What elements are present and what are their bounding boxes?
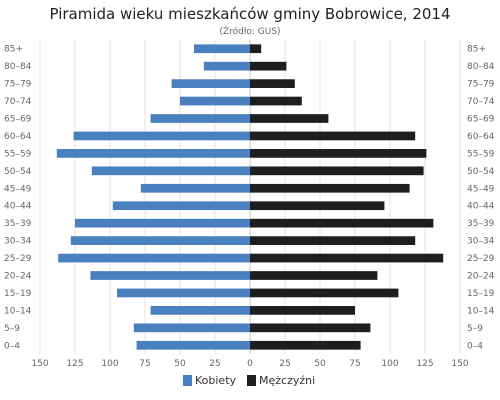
legend-label-female: Kobiety	[195, 374, 237, 387]
category-label-right: 10–14	[467, 306, 495, 316]
category-label-left: 10–14	[4, 306, 32, 316]
bar-female	[140, 183, 250, 193]
bar-male	[250, 253, 444, 263]
bar-female	[90, 271, 251, 280]
bar-male	[250, 114, 329, 123]
category-label-right: 75–79	[467, 80, 495, 90]
chart-subtitle: (Źródło: GUS)	[219, 25, 280, 37]
x-tick-label: 100	[381, 359, 398, 369]
bar-female	[150, 306, 250, 315]
bar-male	[250, 131, 416, 141]
x-tick-label: 25	[209, 359, 220, 369]
category-label-right: 15–19	[467, 289, 495, 299]
category-label-left: 60–64	[4, 132, 32, 142]
bar-male	[250, 218, 434, 228]
category-label-right: 60–64	[467, 132, 495, 142]
bar-male	[250, 306, 355, 315]
bar-male	[250, 149, 427, 158]
legend-swatch-female	[183, 375, 192, 386]
category-label-right: 50–54	[467, 167, 495, 177]
bar-male	[250, 236, 416, 245]
x-tick-label: 125	[66, 359, 83, 369]
category-label-left: 20–24	[4, 272, 32, 282]
bar-female	[112, 201, 250, 211]
bars-layer	[56, 44, 444, 350]
x-tick-label: 0	[247, 359, 253, 369]
category-label-right: 35–39	[467, 219, 495, 229]
bar-male	[250, 44, 262, 54]
x-tick-label: 150	[31, 359, 48, 369]
bar-female	[75, 218, 250, 228]
bar-female	[117, 288, 250, 298]
x-tick-label: 150	[451, 359, 468, 369]
x-tick-label: 50	[314, 359, 326, 369]
category-label-left: 35–39	[4, 219, 32, 229]
category-label-right: 70–74	[467, 97, 495, 107]
category-label-right: 25–29	[467, 254, 495, 264]
category-label-left: 30–34	[4, 237, 32, 247]
legend: Kobiety Mężczyźni	[183, 374, 315, 387]
category-label-left: 5–9	[4, 324, 20, 334]
category-label-right: 55–59	[467, 149, 495, 159]
bar-male	[250, 166, 424, 176]
bar-female	[194, 44, 250, 54]
bar-female	[203, 61, 250, 71]
category-label-left: 65–69	[4, 115, 32, 125]
labels-layer: 150 125 100 75 50 25 0 25 50 75 100 125 150 85+ 85+ 80–…	[4, 45, 495, 369]
category-label-right: 5–9	[467, 324, 483, 334]
x-tick-label: 50	[174, 359, 186, 369]
x-tick-label: 75	[349, 359, 360, 369]
category-label-left: 45–49	[4, 184, 32, 194]
bar-male	[250, 183, 410, 193]
bar-female	[56, 149, 250, 158]
bar-male	[250, 323, 371, 333]
bar-female	[136, 340, 250, 350]
bar-female	[171, 79, 250, 88]
category-label-left: 55–59	[4, 149, 32, 159]
bar-female	[150, 114, 250, 123]
category-label-right: 65–69	[467, 115, 495, 125]
category-label-right: 40–44	[467, 202, 495, 212]
category-label-left: 40–44	[4, 202, 32, 212]
category-label-left: 15–19	[4, 289, 32, 299]
category-label-left: 25–29	[4, 254, 32, 264]
bar-male	[250, 271, 378, 280]
grid-layer	[39, 40, 461, 354]
category-label-left: 50–54	[4, 167, 32, 177]
bar-female	[73, 131, 250, 141]
bar-male	[250, 96, 302, 106]
bar-male	[250, 288, 399, 298]
category-label-left: 80–84	[4, 62, 32, 72]
category-label-right: 45–49	[467, 184, 495, 194]
x-tick-label: 100	[101, 359, 118, 369]
category-label-left: 0–4	[4, 341, 20, 351]
bar-female	[58, 253, 251, 263]
bar-male	[250, 61, 287, 71]
legend-label-male: Mężczyźni	[259, 374, 315, 387]
category-label-right: 0–4	[467, 341, 483, 351]
legend-swatch-male	[247, 375, 256, 386]
category-label-left: 75–79	[4, 80, 32, 90]
category-label-right: 20–24	[467, 272, 495, 282]
bar-male	[250, 340, 361, 350]
chart-title: Piramida wieku mieszkańców gminy Bobrowi…	[49, 5, 450, 23]
x-tick-label: 75	[139, 359, 150, 369]
bar-female	[180, 96, 250, 106]
bar-female	[133, 323, 250, 333]
bar-male	[250, 79, 295, 88]
x-tick-label: 25	[279, 359, 290, 369]
category-label-right: 30–34	[467, 237, 495, 247]
bar-female	[70, 236, 250, 245]
x-tick-label: 125	[416, 359, 433, 369]
category-label-right: 85+	[467, 45, 486, 55]
category-label-left: 70–74	[4, 97, 32, 107]
category-label-left: 85+	[4, 45, 23, 55]
category-label-right: 80–84	[467, 62, 495, 72]
bar-female	[91, 166, 250, 176]
bar-male	[250, 201, 385, 211]
